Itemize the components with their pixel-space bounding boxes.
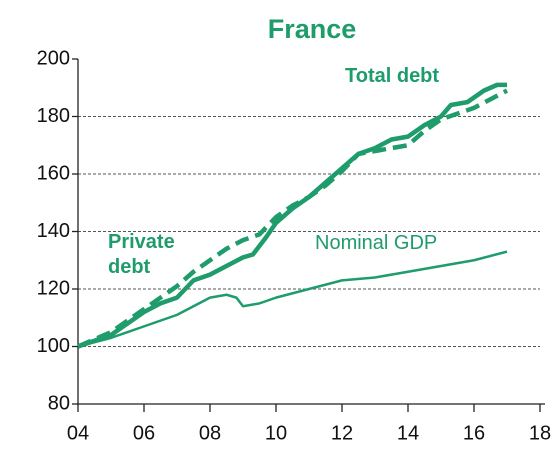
x-tick-label: 08 bbox=[199, 422, 221, 444]
y-tick-label: 200 bbox=[37, 47, 70, 69]
y-tick-label: 180 bbox=[37, 105, 70, 127]
y-tick-label: 80 bbox=[48, 392, 70, 414]
series-label-text: Private debt bbox=[108, 231, 175, 278]
chart-title: France bbox=[268, 14, 357, 44]
line-series bbox=[77, 82, 507, 349]
y-tick-label: 140 bbox=[37, 220, 70, 242]
y-tick-label: 100 bbox=[37, 335, 70, 357]
x-tick-label: 16 bbox=[463, 422, 485, 444]
series-label-text: Total debt bbox=[345, 65, 440, 87]
series-label-text: Nominal GDP bbox=[315, 232, 438, 254]
x-tick-label: 06 bbox=[133, 422, 155, 444]
x-tick-label: 18 bbox=[529, 422, 551, 444]
x-tick-label: 04 bbox=[67, 422, 89, 444]
x-tick-label: 14 bbox=[397, 422, 419, 444]
y-tick-label: 160 bbox=[37, 162, 70, 184]
series-label: Private debt bbox=[108, 231, 175, 278]
line-series bbox=[77, 250, 508, 348]
line-series bbox=[77, 88, 509, 349]
series-label: Total debt bbox=[345, 65, 440, 87]
x-tick-label: 12 bbox=[331, 422, 353, 444]
x-tick-label: 10 bbox=[265, 422, 287, 444]
y-tick-label: 120 bbox=[37, 277, 70, 299]
series-label: Nominal GDP bbox=[315, 232, 438, 254]
